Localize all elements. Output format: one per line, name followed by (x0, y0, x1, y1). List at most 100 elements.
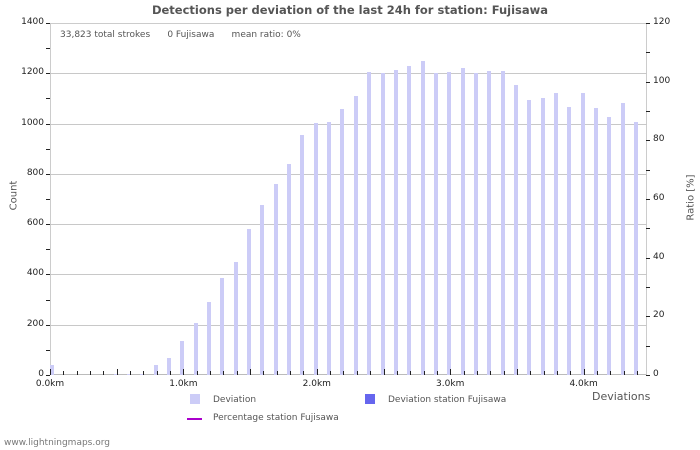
x-tick-mark (103, 371, 104, 375)
y-tick-label: 800 (0, 168, 44, 178)
x-tick-mark (370, 371, 371, 375)
x-tick-mark (557, 371, 558, 375)
y-tick-label: 1200 (0, 67, 44, 77)
y-right-tick-mark (646, 375, 650, 376)
deviation-bar (607, 117, 611, 375)
y-right-minor-tick (646, 52, 650, 53)
x-axis-label: Deviations (592, 390, 650, 403)
x-tick-mark (237, 371, 238, 375)
station-count: 0 Fujisawa (167, 30, 214, 40)
y-minor-tick (46, 98, 50, 99)
chart-title: Detections per deviation of the last 24h… (0, 3, 700, 17)
deviation-bar (514, 85, 518, 375)
x-tick-mark (410, 371, 411, 375)
y-minor-tick (46, 199, 50, 200)
deviation-bar (287, 164, 291, 375)
x-tick-mark (584, 369, 585, 375)
x-tick-mark (357, 371, 358, 375)
x-tick-mark (317, 369, 318, 375)
deviation-bar (594, 108, 598, 375)
y-minor-tick (46, 350, 50, 351)
x-tick-mark (290, 371, 291, 375)
gridline (50, 73, 647, 74)
y-minor-tick (46, 249, 50, 250)
y-tick-label: 1000 (0, 118, 44, 128)
deviation-bar (434, 73, 438, 375)
x-tick-mark (117, 369, 118, 375)
x-tick-mark (143, 371, 144, 375)
deviation-bar (247, 229, 251, 375)
x-tick-mark (330, 371, 331, 375)
deviation-bar (327, 122, 331, 375)
deviation-bar (234, 262, 238, 375)
deviation-bar (487, 71, 491, 375)
deviation-bar (474, 73, 478, 375)
legend-deviation-station: Deviation station Fujisawa (388, 395, 506, 405)
x-tick-mark (597, 371, 598, 375)
x-tick-mark (183, 369, 184, 375)
x-tick-mark (437, 371, 438, 375)
x-tick-mark (250, 369, 251, 375)
y-minor-tick (46, 300, 50, 301)
x-tick-mark (90, 371, 91, 375)
x-tick-mark (530, 371, 531, 375)
y-tick-label: 0 (0, 369, 44, 379)
y-tick-label: 400 (0, 268, 44, 278)
deviation-bar (394, 70, 398, 375)
mean-ratio: mean ratio: 0% (232, 30, 301, 40)
deviation-bar (501, 71, 505, 375)
x-tick-label: 4.0km (569, 379, 597, 389)
x-tick-mark (397, 371, 398, 375)
deviation-bar (220, 278, 224, 375)
y-right-minor-tick (646, 111, 650, 112)
deviation-bar (421, 61, 425, 375)
y-right-tick-mark (646, 140, 650, 141)
total-strokes: 33,823 total strokes (60, 30, 150, 40)
x-tick-mark (210, 371, 211, 375)
x-tick-mark (450, 369, 451, 375)
y-tick-mark (46, 73, 50, 74)
y-tick-mark (46, 174, 50, 175)
deviation-bar (381, 73, 385, 375)
footer-credit: www.lightningmaps.org (4, 438, 110, 448)
y-axis-right-label: Ratio [%] (686, 173, 697, 223)
y-right-tick-label: 40 (653, 252, 664, 262)
deviation-bar (527, 100, 531, 375)
y-right-tick-label: 60 (653, 193, 664, 203)
deviation-bar (634, 122, 638, 375)
deviation-bar (621, 103, 625, 375)
x-tick-mark (50, 369, 51, 375)
y-right-tick-mark (646, 316, 650, 317)
y-tick-mark (46, 23, 50, 24)
x-tick-mark (637, 371, 638, 375)
y-right-tick-label: 100 (653, 76, 670, 86)
x-tick-mark (384, 369, 385, 375)
deviation-bar (407, 66, 411, 375)
deviation-bar (340, 109, 344, 375)
x-tick-mark (277, 371, 278, 375)
y-tick-mark (46, 274, 50, 275)
y-tick-mark (46, 325, 50, 326)
x-tick-mark (77, 371, 78, 375)
y-tick-mark (46, 124, 50, 125)
y-tick-label: 1400 (0, 17, 44, 27)
y-right-tick-label: 0 (653, 369, 659, 379)
x-tick-mark (570, 371, 571, 375)
legend-deviation: Deviation (213, 395, 256, 405)
legend-deviation-swatch (190, 394, 200, 404)
stats-line: 33,823 total strokes 0 Fujisawa mean rat… (60, 30, 301, 40)
y-right-tick-label: 120 (653, 17, 670, 27)
deviation-bar (554, 93, 558, 375)
x-tick-mark (157, 371, 158, 375)
legend-percentage-line (187, 418, 202, 420)
legend-station-swatch (365, 394, 375, 404)
y-tick-label: 200 (0, 319, 44, 329)
x-tick-label: 2.0km (303, 379, 331, 389)
x-tick-mark (517, 369, 518, 375)
y-right-minor-tick (646, 346, 650, 347)
x-tick-mark (464, 371, 465, 375)
y-tick-label: 600 (0, 218, 44, 228)
y-right-minor-tick (646, 170, 650, 171)
y-right-tick-mark (646, 199, 650, 200)
x-tick-mark (343, 371, 344, 375)
